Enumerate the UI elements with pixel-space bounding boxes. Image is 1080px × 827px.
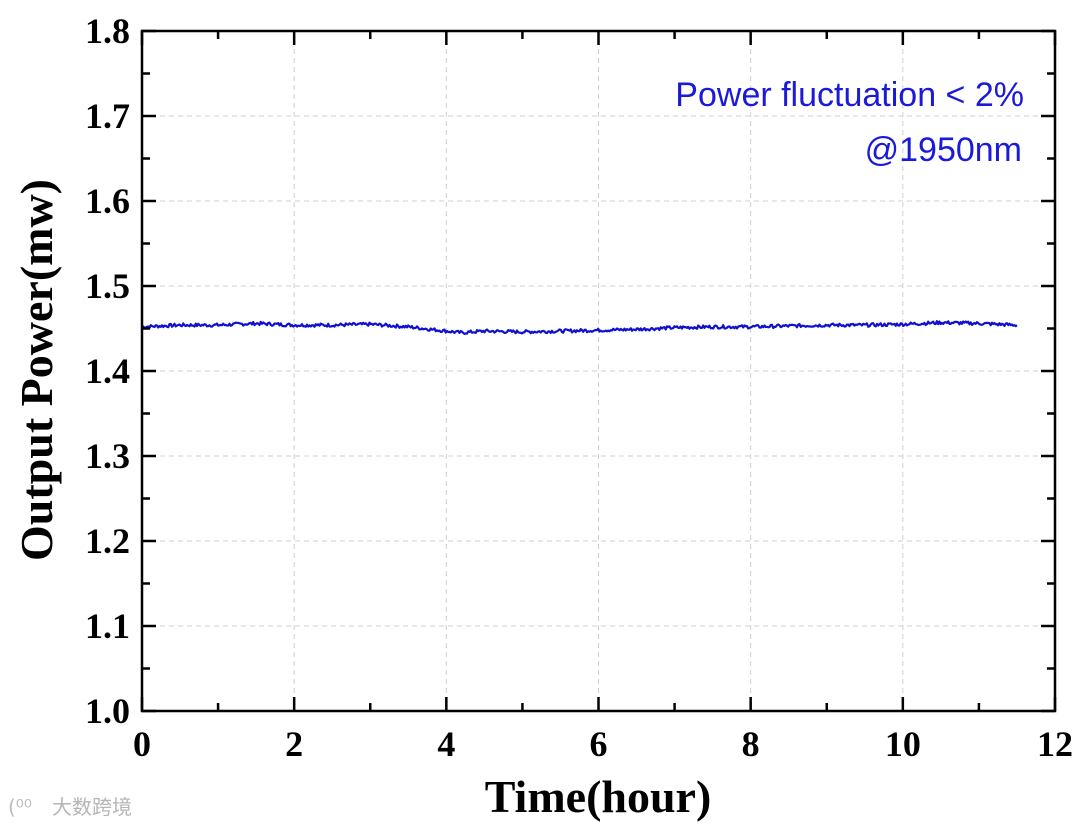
- y-axis-title: Output Power(mw): [11, 179, 62, 561]
- x-tick-label-3: 6: [590, 724, 608, 764]
- x-tick-label-1: 2: [285, 724, 303, 764]
- annotation-fluctuation: Power fluctuation < 2%: [675, 76, 1024, 114]
- y-tick-label-2: 1.2: [85, 521, 130, 561]
- series-line-0: [141, 320, 1018, 336]
- y-tick-label-0: 1.0: [85, 691, 130, 731]
- ticks: [140, 29, 1057, 713]
- y-tick-label-4: 1.4: [85, 351, 130, 391]
- y-tick-label-8: 1.8: [85, 11, 130, 51]
- y-tick-label-1: 1.1: [85, 606, 130, 646]
- y-tick-label-5: 1.5: [85, 266, 130, 306]
- watermark-text: 大数跨境: [52, 795, 132, 819]
- x-tick-label-0: 0: [133, 724, 151, 764]
- x-tick-label-2: 4: [437, 724, 455, 764]
- y-tick-label-7: 1.7: [85, 96, 130, 136]
- watermark-logo-icon: (⁰⁰: [8, 795, 32, 819]
- y-tick-label-6: 1.6: [85, 181, 130, 221]
- series-layer: [141, 320, 1018, 336]
- x-axis-title: Time(hour): [485, 771, 712, 822]
- x-tick-label-6: 12: [1037, 724, 1073, 764]
- watermark: (⁰⁰ 大数跨境: [8, 795, 132, 819]
- x-tick-label-4: 8: [742, 724, 760, 764]
- y-tick-label-3: 1.3: [85, 436, 130, 476]
- grid-lines: [142, 31, 1055, 711]
- tick-labels: 0 2 4 6 8 10 12 1.0 1.1 1.2 1.3 1.4 1.5 1.6 1.7 1.8: [85, 11, 1073, 764]
- x-tick-label-5: 10: [885, 724, 921, 764]
- annotation-wavelength: @1950nm: [865, 131, 1022, 169]
